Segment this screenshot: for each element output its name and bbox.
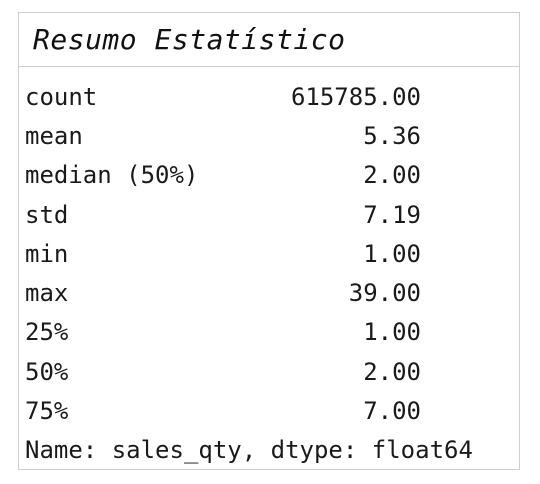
stat-row-mean: mean 5.36 <box>25 116 515 155</box>
stat-row-std: std 7.19 <box>25 195 515 234</box>
stat-row-25: 25% 1.00 <box>25 313 515 352</box>
stat-value: 1.00 <box>363 239 421 268</box>
panel-title: Resumo Estatístico <box>33 23 346 56</box>
stat-label: median (50%) <box>25 161 199 190</box>
stat-value: 7.19 <box>363 200 421 229</box>
stats-table: count 615785.00 mean 5.36 median (50%) 2… <box>25 77 515 470</box>
stat-label: 75% <box>25 397 69 426</box>
stat-value: 39.00 <box>348 279 421 308</box>
stats-summary-panel: Resumo Estatístico count 615785.00 mean … <box>18 12 520 470</box>
stat-row-75: 75% 7.00 <box>25 391 515 430</box>
series-footer: Name: sales_qty, dtype: float64 <box>25 436 473 465</box>
stat-value: 1.00 <box>363 318 421 347</box>
stat-label: max <box>25 279 69 308</box>
stat-row-50: 50% 2.00 <box>25 352 515 391</box>
stat-value: 7.00 <box>363 397 421 426</box>
stat-label: min <box>25 239 69 268</box>
stat-row-median: median (50%) 2.00 <box>25 156 515 195</box>
stat-label: 50% <box>25 357 69 386</box>
stat-value: 5.36 <box>363 121 421 150</box>
stat-label: 25% <box>25 318 69 347</box>
stat-row-count: count 615785.00 <box>25 77 515 116</box>
stat-label: mean <box>25 121 83 150</box>
stat-row-min: min 1.00 <box>25 234 515 273</box>
title-bar: Resumo Estatístico <box>19 13 519 67</box>
stat-value: 2.00 <box>363 357 421 386</box>
stat-label: std <box>25 200 69 229</box>
stat-label: count <box>25 82 98 111</box>
stat-row-max: max 39.00 <box>25 273 515 312</box>
stat-value: 2.00 <box>363 161 421 190</box>
stat-value: 615785.00 <box>290 82 421 111</box>
